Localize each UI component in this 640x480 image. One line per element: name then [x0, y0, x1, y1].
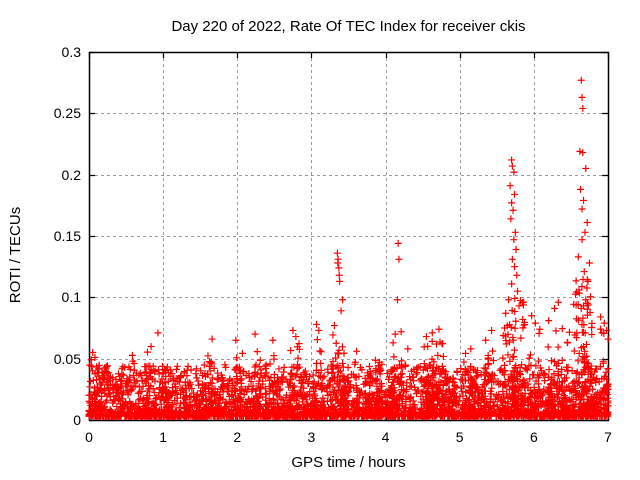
y-tick-label: 0.2 [61, 166, 81, 183]
x-tick-label: 4 [381, 429, 390, 445]
y-tick-label: 0.1 [61, 289, 81, 306]
y-axis-title: ROTI / TECUs [7, 206, 24, 304]
x-tick-label: 2 [233, 429, 242, 445]
y-tick-label: 0.15 [53, 228, 81, 244]
y-tick-label: 0 [73, 412, 81, 428]
x-tick-label: 7 [604, 429, 612, 445]
y-tick-label: 0.3 [61, 44, 81, 60]
x-tick-label: 3 [307, 429, 316, 445]
chart-title: Day 220 of 2022, Rate Of TEC Index for r… [171, 18, 526, 35]
x-tick-label: 0 [85, 429, 93, 445]
x-tick-label: 1 [159, 429, 168, 445]
y-tick-label: 0.05 [53, 350, 81, 367]
y-tick-label: 0.25 [53, 105, 81, 122]
x-tick-label: 6 [529, 429, 538, 445]
x-tick-label: 5 [455, 429, 464, 445]
x-axis-title: GPS time / hours [291, 454, 406, 471]
